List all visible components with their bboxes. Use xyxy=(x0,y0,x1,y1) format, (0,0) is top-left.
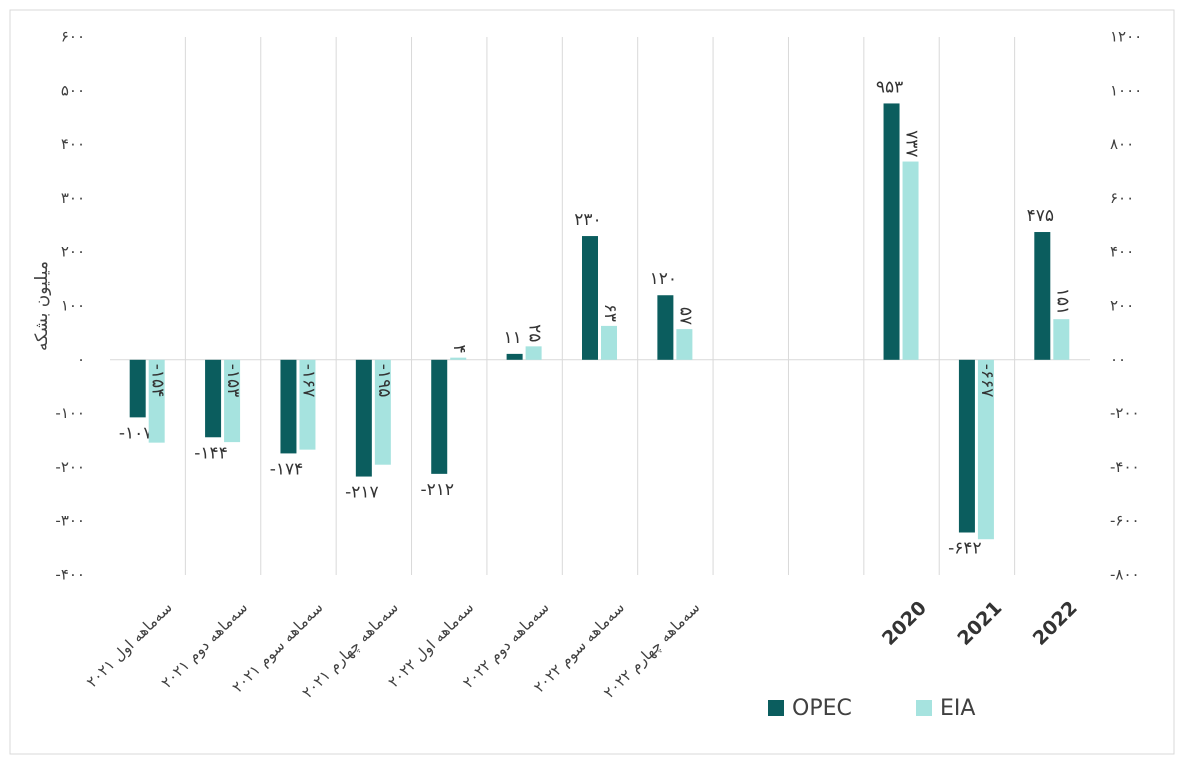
bar xyxy=(902,161,919,360)
y2-tick-label: ۴۰۰ xyxy=(1110,243,1134,261)
value-label: ۲۵ xyxy=(525,324,545,342)
value-label: -۱۰۷ xyxy=(119,423,153,443)
y-tick-label: -۲۰۰ xyxy=(55,458,85,476)
value-label: ۴۷۵ xyxy=(1027,206,1054,226)
bar xyxy=(1034,232,1051,360)
y2-tick-label: ۶۰۰ xyxy=(1110,189,1134,207)
y2-tick-label: ۰۰ xyxy=(1110,350,1126,368)
bar xyxy=(977,359,994,540)
bar xyxy=(601,325,617,360)
value-label: ۱۲۰ xyxy=(650,269,677,289)
value-label: -۲۱۷ xyxy=(345,483,379,503)
y-tick-label: ۲۰۰ xyxy=(61,243,85,261)
y2-tick-label: ۲۰۰ xyxy=(1110,297,1134,315)
value-label: ۴ xyxy=(449,345,469,354)
y2-tick-label: -۸۰۰ xyxy=(1110,566,1140,584)
value-label: -۱۵۳ xyxy=(223,364,243,398)
bar xyxy=(431,359,448,474)
bar xyxy=(355,359,372,477)
value-label: -۱۷۴ xyxy=(270,459,304,479)
legend-label: OPEC xyxy=(792,696,852,721)
bar xyxy=(129,359,146,418)
value-label: -۱۴۴ xyxy=(194,443,228,463)
y-tick-label: ۰ xyxy=(77,350,85,368)
y2-tick-label: ۱۲۰۰ xyxy=(1110,28,1142,46)
y-tick-label: ۴۰۰ xyxy=(61,135,85,153)
legend-label: EIA xyxy=(940,696,975,721)
bar xyxy=(958,359,975,533)
bar xyxy=(506,353,523,360)
bar xyxy=(224,359,241,443)
bar xyxy=(1053,319,1070,360)
value-label: ۷۳۷ xyxy=(902,130,922,157)
y2-tick-label: -۶۰۰ xyxy=(1110,512,1140,530)
legend-swatch xyxy=(916,700,932,716)
bar xyxy=(148,359,165,443)
bar xyxy=(374,359,391,465)
value-label: -۱۹۵ xyxy=(374,364,394,398)
legend-swatch xyxy=(768,700,784,716)
bar xyxy=(525,346,542,360)
y-tick-label: ۶۰۰ xyxy=(61,28,85,46)
y-tick-label: ۱۰۰ xyxy=(61,297,85,315)
y-tick-label: -۴۰۰ xyxy=(55,566,85,584)
bar xyxy=(280,359,297,454)
value-label: ۹۵۳ xyxy=(876,77,903,97)
value-label: ۶۳ xyxy=(600,304,620,322)
y-axis-title: میلیون بشکه xyxy=(32,261,52,351)
y2-tick-label: ۱۰۰۰ xyxy=(1110,81,1142,99)
value-label: -۶۶۷ xyxy=(977,364,997,398)
value-label: -۱۶۷ xyxy=(298,364,318,398)
value-label: -۱۵۴ xyxy=(148,364,168,398)
value-label: ۱۵۱ xyxy=(1052,288,1072,315)
value-label: -۶۴۲ xyxy=(948,538,982,558)
bar xyxy=(205,359,222,438)
value-label: ۵۷ xyxy=(675,307,695,325)
y-tick-label: -۱۰۰ xyxy=(55,404,85,422)
bar xyxy=(450,357,467,360)
bar xyxy=(883,103,900,360)
y-tick-label: -۳۰۰ xyxy=(55,512,85,530)
value-label: ۲۳۰ xyxy=(574,210,601,230)
y-tick-label: ۵۰۰ xyxy=(61,81,85,99)
y2-tick-label: -۲۰۰ xyxy=(1110,404,1140,422)
y-tick-label: ۳۰۰ xyxy=(61,189,85,207)
y2-tick-label: -۴۰۰ xyxy=(1110,458,1140,476)
bar xyxy=(657,295,674,360)
bar xyxy=(582,236,598,360)
value-label: -۲۱۲ xyxy=(420,480,454,500)
bar xyxy=(299,359,316,450)
bar xyxy=(676,329,693,360)
y2-tick-label: ۸۰۰ xyxy=(1110,135,1134,153)
value-label: ۱۱ xyxy=(503,328,521,348)
